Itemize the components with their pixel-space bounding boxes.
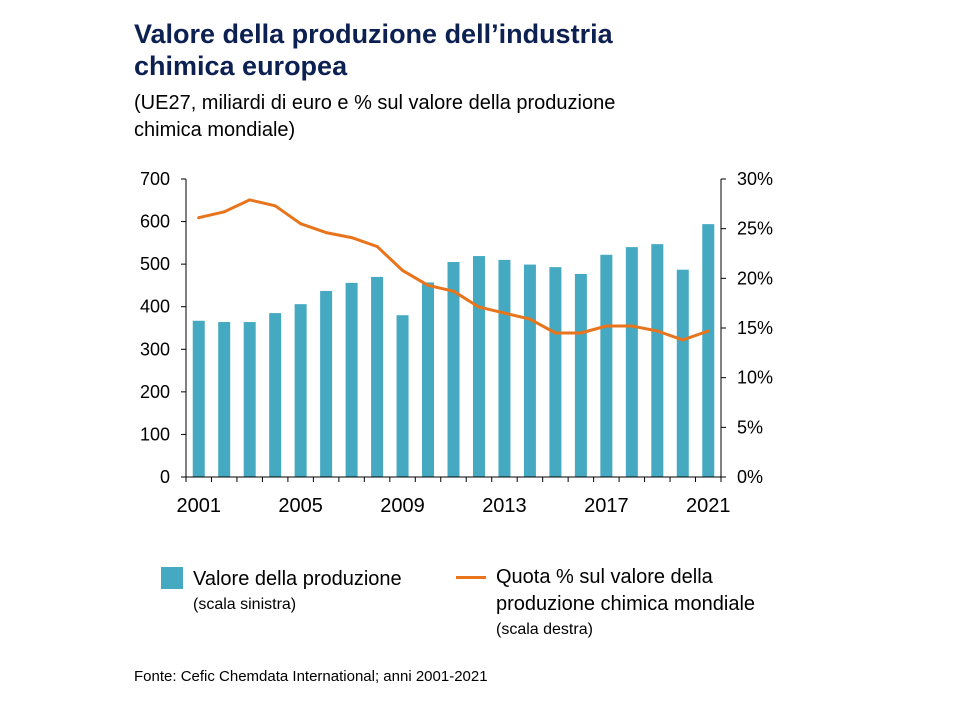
y-right-tick-label-5%: 5% <box>737 417 763 437</box>
bar-2018 <box>625 247 638 477</box>
source-note: Fonte: Cefic Chemdata International; ann… <box>134 668 488 685</box>
y-left-tick-label-700: 700 <box>140 169 170 189</box>
line-point-2003 <box>248 198 252 202</box>
line-point-2020 <box>681 338 685 342</box>
bar-2015 <box>549 267 562 477</box>
bar-2011 <box>447 262 460 477</box>
line-point-2010 <box>426 283 430 287</box>
line-point-2016 <box>579 331 583 335</box>
y-left-tick-label-0: 0 <box>160 467 170 487</box>
legend-line-sub: (scala destra) <box>496 621 593 638</box>
y-left-tick-label-600: 600 <box>140 212 170 232</box>
y-right-tick-label-15%: 15% <box>737 318 773 338</box>
bar-2019 <box>651 244 664 477</box>
bar-2013 <box>498 259 511 477</box>
line-point-2009 <box>401 268 405 272</box>
bar-series <box>192 224 715 477</box>
chart-subtitle-line-1: (UE27, miliardi di euro e % sul valore d… <box>134 92 616 114</box>
bar-2003 <box>243 322 256 477</box>
chart-title: Valore della produzione dell’industria c… <box>134 18 854 82</box>
bar-2016 <box>574 273 587 477</box>
bar-2017 <box>600 254 613 477</box>
y-right-tick-label-10%: 10% <box>737 368 773 388</box>
line-point-2001 <box>197 216 201 220</box>
line-point-2021 <box>706 329 710 333</box>
x-tick-label-2001: 2001 <box>176 495 221 517</box>
bar-2006 <box>320 290 333 477</box>
y-right-tick-label-0%: 0% <box>737 467 763 487</box>
line-point-2013 <box>502 311 506 315</box>
legend-bar-swatch <box>161 567 183 589</box>
line-point-2006 <box>324 231 328 235</box>
x-tick-label-2009: 2009 <box>380 495 425 517</box>
line-point-2011 <box>452 289 455 293</box>
line-point-2014 <box>528 317 532 321</box>
y-right-tick-label-30%: 30% <box>737 169 773 189</box>
x-tick-label-2021: 2021 <box>686 495 731 517</box>
line-point-2017 <box>604 324 608 328</box>
legend-line-entry: Quota % sul valore della produzione chim… <box>496 564 755 642</box>
chart-title-line-2: chimica europea <box>134 51 348 81</box>
bar-2010 <box>422 282 435 477</box>
bar-2005 <box>294 304 307 477</box>
line-point-2004 <box>273 204 277 208</box>
legend-line-label-2: produzione chimica mondiale <box>496 593 756 615</box>
legend-line-label-1: Quota % sul valore della <box>496 566 713 588</box>
bar-2008 <box>371 276 384 477</box>
y-left-tick-label-400: 400 <box>140 297 170 317</box>
legend-bar-label: Valore della produzione <box>193 568 402 590</box>
tick-labels: 0 100 200 300 400 500 600 700 0% 5% 10% 15% 20% 25% 30… <box>140 169 773 517</box>
x-tick-label-2005: 2005 <box>278 495 323 517</box>
y-left-tick-label-500: 500 <box>140 254 170 274</box>
line-series <box>197 198 710 342</box>
chart-axes <box>181 178 726 482</box>
line-point-2012 <box>477 305 481 309</box>
y-left-tick-label-200: 200 <box>140 382 170 402</box>
chart-subtitle-line-2: chimica mondiale) <box>134 119 296 141</box>
bar-2014 <box>523 264 536 477</box>
x-tick-label-2017: 2017 <box>584 495 629 517</box>
chart-subtitle: (UE27, miliardi di euro e % sul valore d… <box>134 90 854 144</box>
bar-2020 <box>676 269 689 477</box>
line-point-2008 <box>375 245 379 249</box>
y-left-tick-label-100: 100 <box>140 424 170 444</box>
bar-2007 <box>345 282 358 477</box>
line-point-2018 <box>630 324 634 328</box>
bar-2001 <box>192 320 205 477</box>
x-tick-label-2013: 2013 <box>482 495 527 517</box>
legend-bar-sub: (scala sinistra) <box>193 596 297 613</box>
line-point-2007 <box>350 236 354 240</box>
y-right-tick-label-20%: 20% <box>737 268 773 288</box>
y-left-tick-label-300: 300 <box>140 339 170 359</box>
bar-2002 <box>218 322 231 477</box>
legend-line-swatch <box>456 576 486 579</box>
line-point-2015 <box>553 331 557 335</box>
line-point-2005 <box>299 222 303 226</box>
bar-2021 <box>702 224 715 477</box>
legend-bar-entry: Valore della produzione (scala sinistra) <box>193 566 402 617</box>
bar-2012 <box>472 256 485 477</box>
line-point-2002 <box>222 210 226 214</box>
bar-2009 <box>396 315 409 477</box>
y-right-tick-label-25%: 25% <box>737 219 773 239</box>
chart-title-line-1: Valore della produzione dell’industria <box>134 19 613 49</box>
line-point-2019 <box>655 329 659 333</box>
bar-2004 <box>269 313 282 477</box>
